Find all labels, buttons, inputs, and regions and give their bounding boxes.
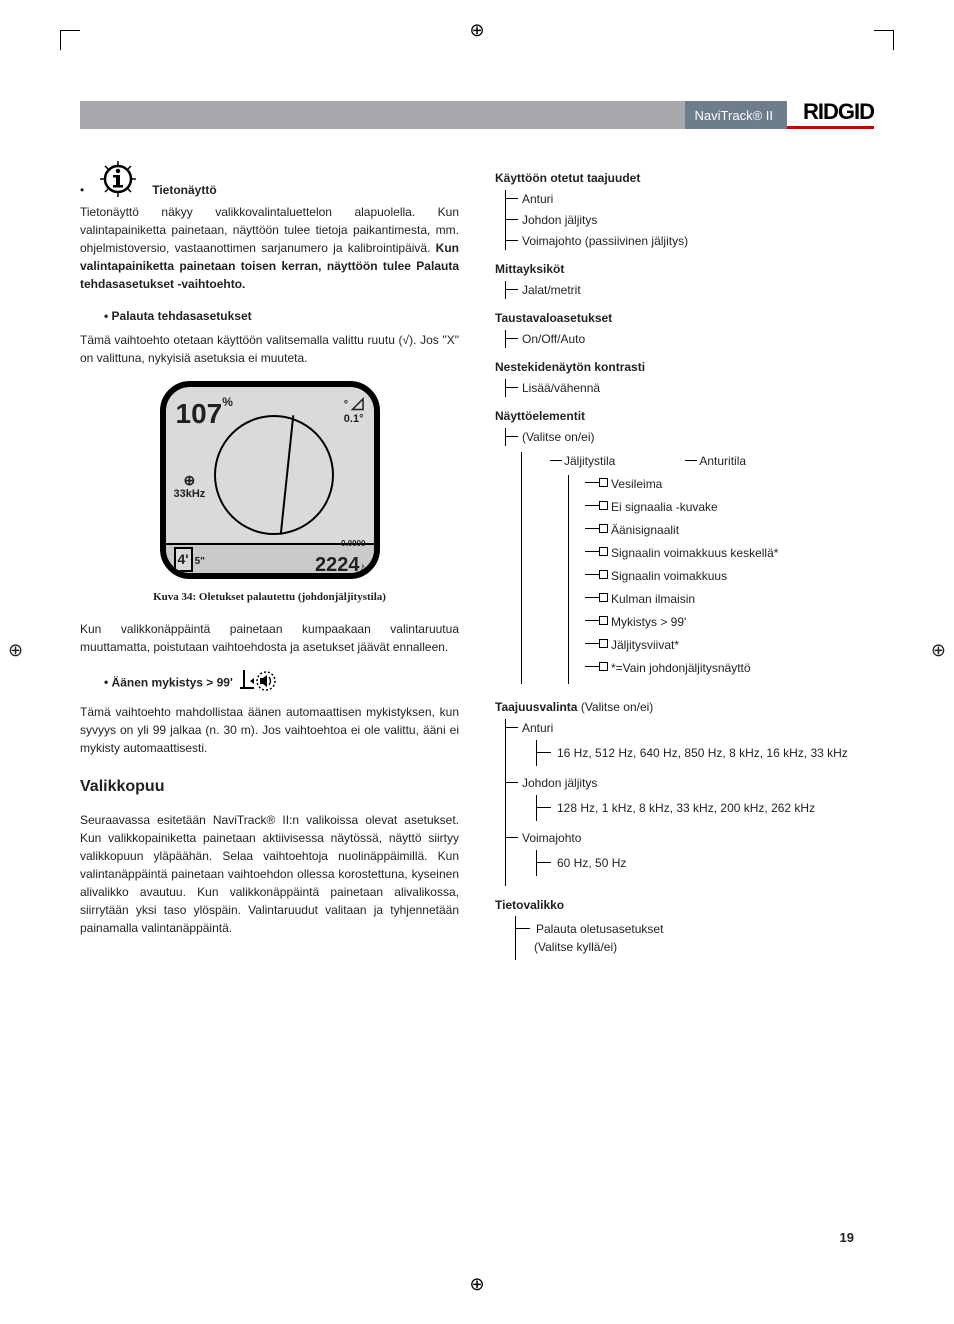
mute-icon bbox=[240, 670, 280, 697]
fig-reading: 2224♪ bbox=[315, 550, 366, 579]
checkbox-item: Signaalin voimakkuus keskellä* bbox=[585, 544, 874, 562]
header-gray-bar: NaviTrack® II bbox=[80, 101, 787, 129]
freq-enabled-group: Anturi Johdon jäljitys Voimajohto (passi… bbox=[505, 190, 874, 250]
contrast-heading: Nestekidenäytön kontrasti bbox=[495, 358, 874, 376]
checkbox-item: Äänisignaalit bbox=[585, 521, 874, 539]
fig-bottom-bar: 4'5" 0.0000 2224♪ bbox=[166, 543, 374, 573]
fs-johto: Johdon jäljitys bbox=[506, 774, 874, 792]
tree-item: Anturi bbox=[506, 190, 874, 208]
menu-tree-paragraph: Seuraavassa esitetään NaviTrack® II:n va… bbox=[80, 811, 459, 937]
product-name: NaviTrack® II bbox=[685, 101, 787, 129]
fs-johto-values: 128 Hz, 1 kHz, 8 kHz, 33 kHz, 200 kHz, 2… bbox=[537, 799, 874, 817]
fs-anturi-values: 16 Hz, 512 Hz, 640 Hz, 850 Hz, 8 kHz, 16… bbox=[537, 744, 874, 762]
checkbox-item: Kulman ilmaisin bbox=[585, 590, 874, 608]
tree-item: Lisää/vähennä bbox=[506, 379, 874, 397]
fig-signal-strength: 107% bbox=[176, 393, 233, 435]
header-bar: NaviTrack® II RIDGID bbox=[80, 101, 874, 129]
infomenu-heading: Tietovalikko bbox=[495, 896, 874, 914]
registration-mark-bottom: ⊕ bbox=[469, 1274, 484, 1295]
checkbox-item: *=Vain johdonjäljitysnäyttö bbox=[585, 659, 874, 677]
tree-item: On/Off/Auto bbox=[506, 330, 874, 348]
fs-voima-values: 60 Hz, 50 Hz bbox=[537, 854, 874, 872]
checkbox-item: Ei signaalia -kuvake bbox=[585, 498, 874, 516]
info-text: Tietonäyttö näkyy valikkovalintaluettelo… bbox=[80, 205, 459, 255]
fig-small-val: 0.0000 bbox=[315, 538, 366, 550]
tree-item: Jalat/metrit bbox=[506, 281, 874, 299]
info-heading: Tietonäyttö bbox=[152, 181, 216, 199]
checkbox-item: Jäljitysviivat* bbox=[585, 636, 874, 654]
freqsel-heading: Taajuusvalinta (Valitse on/ei) bbox=[495, 698, 874, 716]
elements-heading: Näyttöelementit bbox=[495, 407, 874, 425]
units-group: Jalat/metrit bbox=[505, 281, 874, 299]
tree-item: Voimajohto (passiivinen jäljitys) bbox=[506, 232, 874, 250]
fs-anturi: Anturi bbox=[506, 719, 874, 737]
brand-logo: RIDGID bbox=[787, 101, 874, 129]
right-column: Käyttöön otetut taajuudet Anturi Johdon … bbox=[495, 159, 874, 968]
left-column: • bbox=[80, 159, 459, 968]
mode-trace: Jäljitystila bbox=[550, 452, 615, 470]
fig-target-circle bbox=[214, 415, 334, 535]
checkbox-item: Vesileima bbox=[585, 475, 874, 493]
fig-angle-info: ° ◿ 0.1° bbox=[344, 395, 364, 425]
units-heading: Mittayksiköt bbox=[495, 260, 874, 278]
info-paragraph: Tietonäyttö näkyy valikkovalintaluettelo… bbox=[80, 203, 459, 293]
fig-depth: 4'5" bbox=[174, 547, 205, 572]
mute-heading: Äänen mykistys > 99' bbox=[104, 670, 459, 697]
checkbox-item: Signaalin voimakkuus bbox=[585, 567, 874, 585]
infomenu-reset: Palauta oletusasetukset bbox=[536, 922, 663, 936]
info-icon bbox=[94, 159, 142, 199]
figure-after-text: Kun valikkonäppäintä painetaan kumpaakaa… bbox=[80, 620, 459, 656]
fig-freq-info: ⊕ 33kHz bbox=[174, 473, 206, 500]
infomenu-reset-note: (Valitse kyllä/ei) bbox=[534, 940, 617, 954]
elements-checklist: Vesileima Ei signaalia -kuvake Äänisigna… bbox=[568, 475, 874, 684]
registration-mark-top: ⊕ bbox=[40, 20, 914, 41]
page-content: NaviTrack® II RIDGID • bbox=[40, 41, 914, 1285]
backlight-group: On/Off/Auto bbox=[505, 330, 874, 348]
elements-group: (Valitse on/ei) bbox=[505, 428, 874, 446]
menu-tree-heading: Valikkopuu bbox=[80, 775, 459, 799]
figure-screen: 107% ° ◿ 0.1° ⊕ 33kHz 4'5" bbox=[160, 381, 380, 579]
registration-mark-left: ⊕ bbox=[8, 640, 23, 661]
contrast-group: Lisää/vähennä bbox=[505, 379, 874, 397]
page-number: 19 bbox=[840, 1230, 854, 1245]
mode-sensor: Anturitila bbox=[685, 452, 746, 470]
bullet: • bbox=[80, 181, 84, 199]
mode-row: Jäljitystila Anturitila bbox=[550, 452, 874, 470]
figure-34: 107% ° ◿ 0.1° ⊕ 33kHz 4'5" bbox=[80, 381, 459, 606]
infomenu-item: Palauta oletusasetukset (Valitse kyllä/e… bbox=[516, 920, 874, 956]
freq-enabled-heading: Käyttöön otetut taajuudet bbox=[495, 169, 874, 187]
figure-caption: Kuva 34: Oletukset palautettu (johdonjäl… bbox=[80, 589, 459, 606]
mute-paragraph: Tämä vaihtoehto mahdollistaa äänen autom… bbox=[80, 703, 459, 757]
reset-heading: Palauta tehdasasetukset bbox=[104, 307, 459, 325]
registration-mark-right: ⊕ bbox=[931, 640, 946, 661]
reset-paragraph: Tämä vaihtoehto otetaan käyttöön valitse… bbox=[80, 331, 459, 367]
checkbox-item: Mykistys > 99' bbox=[585, 613, 874, 631]
tree-item: (Valitse on/ei) bbox=[506, 428, 874, 446]
tree-item: Johdon jäljitys bbox=[506, 211, 874, 229]
fs-voima: Voimajohto bbox=[506, 829, 874, 847]
backlight-heading: Taustavaloasetukset bbox=[495, 309, 874, 327]
